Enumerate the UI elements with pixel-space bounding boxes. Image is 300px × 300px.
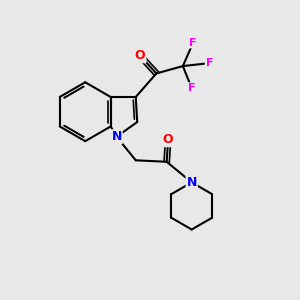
Text: O: O [163, 133, 173, 146]
Text: N: N [187, 176, 197, 189]
Text: F: F [189, 38, 197, 47]
Text: F: F [188, 83, 195, 93]
Text: N: N [111, 130, 122, 143]
Text: F: F [206, 58, 213, 68]
Text: O: O [135, 49, 146, 62]
